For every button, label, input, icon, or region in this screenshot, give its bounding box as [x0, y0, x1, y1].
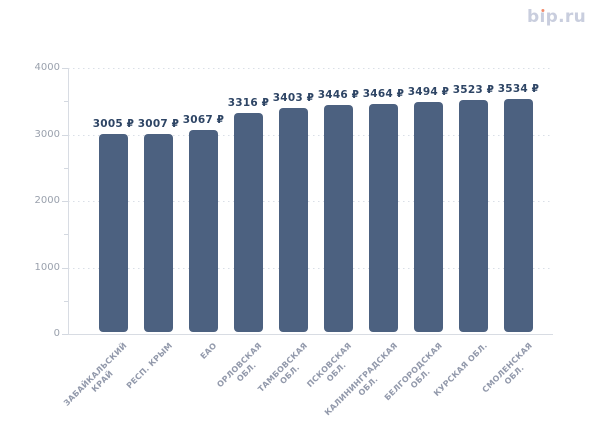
x-category-label: РЕСП. КРЫМ	[124, 341, 174, 391]
logo-i-stem: ı	[539, 7, 546, 27]
y-major-tick	[62, 334, 68, 335]
y-major-tick	[62, 68, 68, 69]
x-category-label: ЕАО	[198, 341, 219, 361]
y-minor-tick	[64, 167, 68, 169]
y-major-tick	[62, 201, 68, 202]
y-gridline	[68, 134, 553, 136]
logo-letter-i: ı	[540, 9, 546, 26]
y-gridline	[68, 201, 553, 202]
y-tick-label: 2000	[34, 195, 60, 206]
y-major-tick	[62, 134, 68, 136]
x-axis-line	[68, 334, 553, 335]
y-major-tick	[62, 267, 68, 269]
bar	[189, 130, 218, 332]
bar-value-label: 3464 ₽	[362, 87, 405, 100]
y-minor-tick	[64, 101, 68, 103]
logo-text-b: b	[527, 7, 540, 27]
bar	[144, 134, 173, 332]
bar	[279, 107, 308, 332]
bar	[459, 99, 488, 332]
x-category-label: СМОЛЕНСКАЯ ОБЛ.	[480, 341, 534, 395]
y-tick-label: 3000	[34, 128, 60, 140]
bar	[234, 113, 263, 332]
bip-logo[interactable]: bı p.ru	[527, 9, 586, 26]
logo-text-pru: p.ru	[545, 7, 586, 27]
bar-value-label: 3007 ₽	[137, 118, 180, 131]
bar	[99, 134, 128, 332]
bar-value-label: 3446 ₽	[317, 88, 360, 101]
bar	[324, 104, 353, 332]
bar-value-label: 3005 ₽	[92, 118, 135, 131]
bar	[504, 98, 533, 332]
bar-value-label: 3316 ₽	[227, 97, 270, 110]
y-tick-label: 1000	[34, 261, 60, 273]
bar-value-label: 3534 ₽	[497, 82, 540, 95]
bar-value-label: 3403 ₽	[272, 91, 315, 104]
logo-i-dot	[541, 9, 545, 13]
x-category-label: ЗАБАЙКАЛЬСКИЙ КРАЙ	[62, 341, 129, 408]
y-minor-tick	[64, 300, 68, 302]
y-tick-label: 4000	[34, 62, 60, 73]
y-minor-tick	[64, 234, 68, 236]
bar	[369, 103, 398, 332]
y-axis-line	[68, 68, 69, 335]
bar-value-label: 3523 ₽	[452, 83, 495, 96]
y-gridline	[68, 267, 553, 269]
bar-value-label: 3494 ₽	[407, 85, 450, 98]
y-tick-label: 0	[53, 328, 60, 339]
y-gridline	[68, 68, 553, 69]
bar	[414, 101, 443, 332]
bar-value-label: 3067 ₽	[182, 114, 225, 127]
